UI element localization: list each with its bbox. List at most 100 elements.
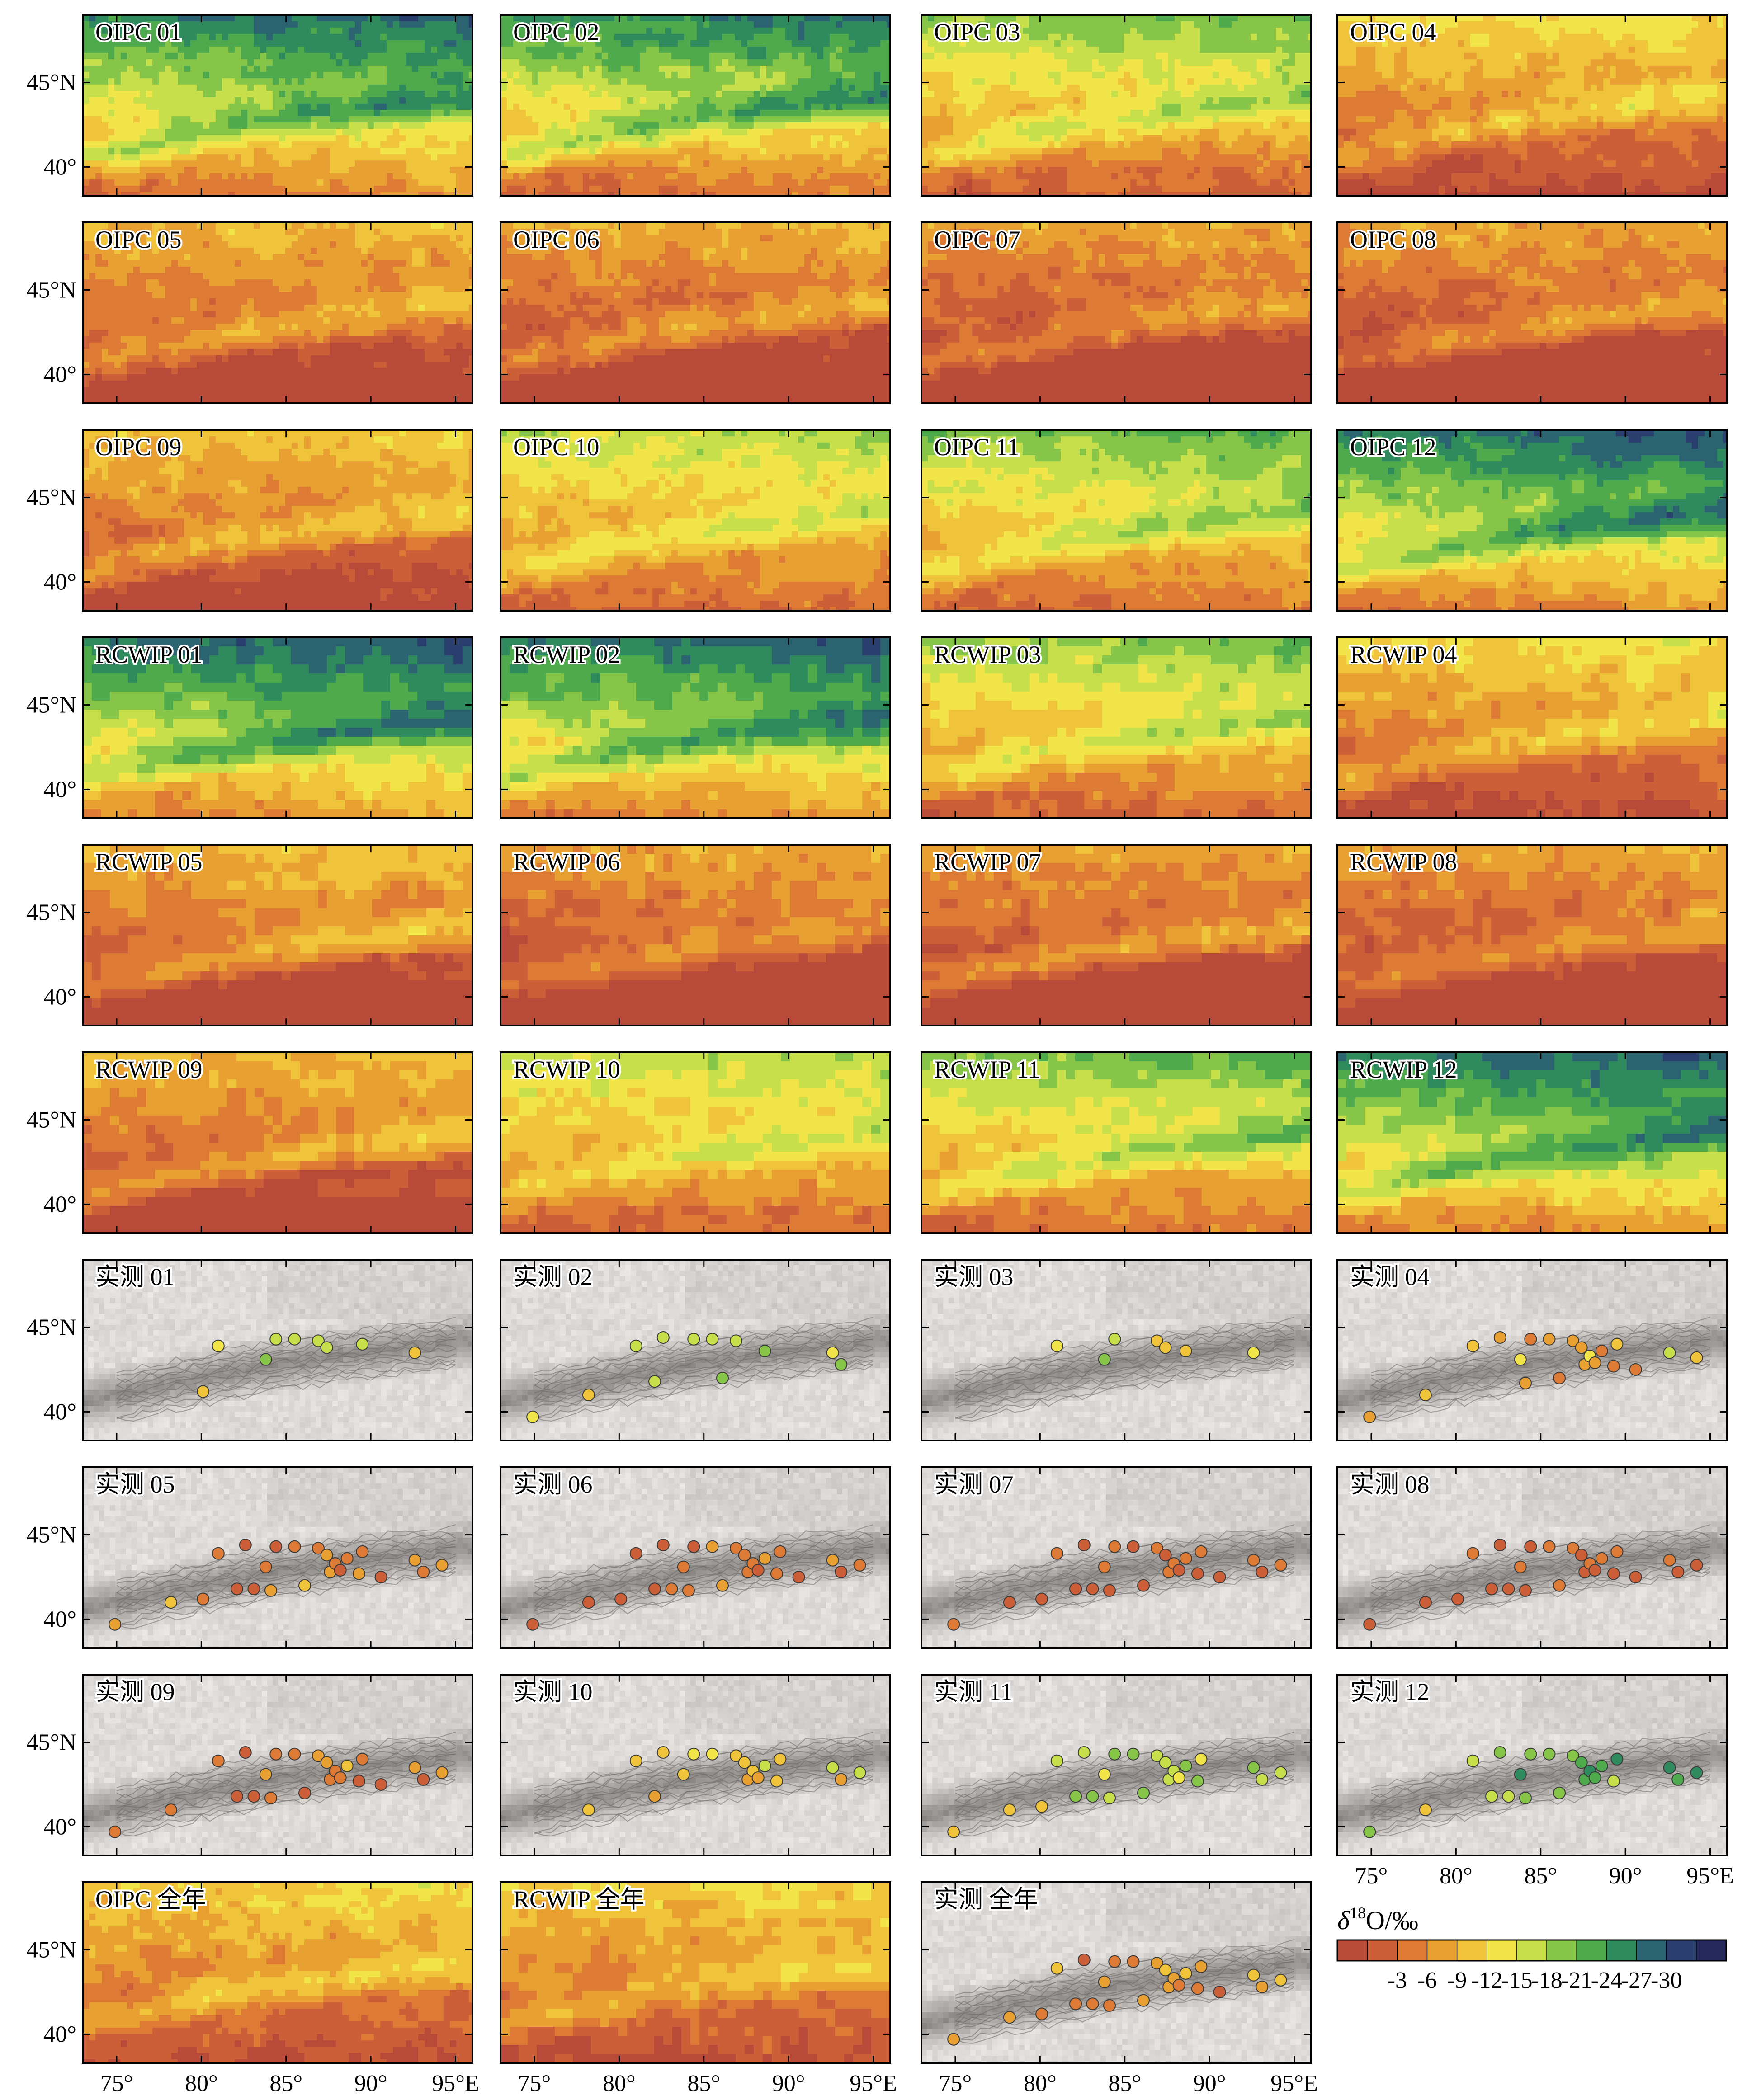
station-marker <box>1099 1976 1110 1988</box>
station-marker <box>1611 1546 1623 1558</box>
station-marker <box>835 1359 847 1370</box>
x-tick-label: 95°E <box>850 2071 897 2096</box>
panel-title: OIPC 11 <box>934 433 1020 461</box>
station-marker <box>688 1748 699 1760</box>
station-marker <box>1180 1553 1192 1564</box>
station-marker <box>1087 1583 1099 1595</box>
station-marker <box>353 1775 365 1787</box>
station-marker <box>835 1566 847 1578</box>
x-tick-label: 95°E <box>1686 1863 1734 1889</box>
station-marker <box>707 1333 718 1345</box>
panel-title: RCWIP 09 <box>95 1056 203 1083</box>
station-marker <box>707 1541 718 1553</box>
x-tick-label: 80° <box>185 2071 218 2096</box>
station-marker <box>1664 1554 1676 1566</box>
station-marker <box>583 1596 595 1608</box>
station-marker <box>774 1546 786 1558</box>
station-marker <box>417 1566 429 1578</box>
station-marker <box>1195 1546 1207 1558</box>
colorbar-tick-label: -27 <box>1621 1968 1652 1993</box>
station-marker <box>1173 1979 1185 1991</box>
station-marker <box>270 1333 282 1345</box>
panel-4: OIPC 04 <box>1337 15 1730 199</box>
colorbar-swatch <box>1337 1940 1368 1961</box>
station-marker <box>1420 1804 1431 1816</box>
station-marker <box>657 1747 669 1758</box>
station-marker <box>1503 1790 1515 1802</box>
station-marker <box>299 1580 311 1591</box>
station-marker <box>265 1585 277 1596</box>
x-tick-label: 90° <box>772 2071 805 2096</box>
panel-title: OIPC 全年 <box>95 1886 206 1913</box>
station-marker <box>657 1539 669 1551</box>
station-marker <box>1515 1561 1526 1573</box>
station-marker <box>1138 1580 1149 1591</box>
station-marker <box>683 1585 694 1596</box>
panel-title: OIPC 03 <box>934 19 1020 46</box>
station-marker <box>353 1568 365 1580</box>
station-marker <box>678 1769 689 1780</box>
station-marker <box>1173 1564 1185 1576</box>
station-marker <box>1364 1826 1375 1838</box>
station-marker <box>835 1774 847 1785</box>
station-marker <box>1256 1774 1268 1785</box>
station-marker <box>527 1619 538 1630</box>
panel-20: RCWIP 08 <box>1337 845 1736 1026</box>
panel-title: 实测 10 <box>513 1678 593 1705</box>
station-marker <box>793 1571 805 1583</box>
station-marker <box>1192 1983 1204 1995</box>
station-marker <box>630 1755 642 1767</box>
station-marker <box>356 1338 368 1350</box>
panel-8: OIPC 08 <box>1337 222 1730 406</box>
station-marker <box>1109 1541 1120 1553</box>
station-marker <box>759 1553 771 1564</box>
station-marker <box>1275 1974 1287 1986</box>
station-marker <box>1138 1787 1149 1799</box>
x-tick-label: 90° <box>1193 2071 1226 2096</box>
station-marker <box>1036 2008 1048 2020</box>
station-marker <box>341 1553 353 1564</box>
station-marker <box>1664 1347 1676 1359</box>
panel-title: RCWIP 11 <box>934 1056 1040 1083</box>
station-marker <box>109 1619 121 1630</box>
station-marker <box>260 1561 272 1573</box>
station-marker <box>1420 1596 1431 1608</box>
station-marker <box>1036 1593 1048 1605</box>
station-marker <box>1544 1541 1555 1553</box>
station-marker <box>827 1347 839 1359</box>
station-marker <box>1275 1767 1287 1779</box>
panel-10: OIPC 10 <box>500 430 893 614</box>
panel-16: RCWIP 04 <box>1337 637 1736 819</box>
station-marker <box>1109 1333 1120 1345</box>
station-marker <box>375 1571 387 1583</box>
station-marker <box>1104 1792 1115 1804</box>
station-marker <box>109 1826 121 1838</box>
station-marker <box>854 1559 866 1571</box>
station-marker <box>1553 1787 1565 1799</box>
colorbar-tick-label: -6 <box>1417 1968 1437 1993</box>
y-tick-label: 45°N <box>27 692 76 718</box>
panel-title: 实测 12 <box>1350 1678 1430 1705</box>
station-marker <box>1109 1748 1120 1760</box>
colorbar-swatch <box>1367 1940 1398 1961</box>
station-marker <box>356 1546 368 1558</box>
colorbar-swatch <box>1637 1940 1667 1961</box>
station-marker <box>299 1787 311 1799</box>
station-marker <box>248 1790 260 1802</box>
y-tick-label: 45°N <box>27 278 76 303</box>
y-tick-label: 40° <box>43 984 76 1010</box>
panel-title: OIPC 12 <box>1350 433 1436 461</box>
panel-32: 实测 08 <box>1337 1467 1728 1652</box>
station-marker <box>289 1748 301 1760</box>
panel-30: 实测 06 <box>500 1467 891 1652</box>
panel-title: OIPC 06 <box>513 226 600 253</box>
x-tick-label: 90° <box>1609 1863 1642 1889</box>
station-marker <box>759 1345 771 1357</box>
station-marker <box>1596 1760 1608 1772</box>
panel-title: OIPC 08 <box>1350 226 1436 253</box>
station-marker <box>436 1559 448 1571</box>
